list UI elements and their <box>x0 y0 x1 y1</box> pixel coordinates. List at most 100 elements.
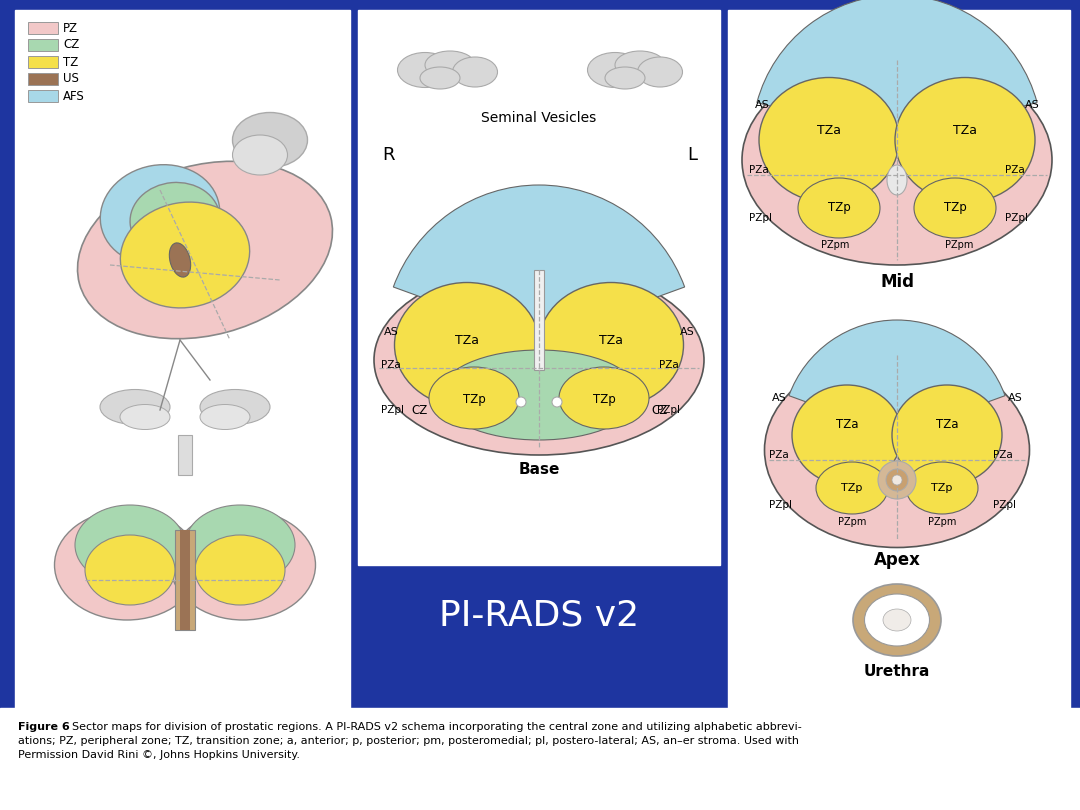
Ellipse shape <box>798 178 880 238</box>
Ellipse shape <box>426 51 475 79</box>
Text: TZa: TZa <box>953 123 977 137</box>
Text: TZa: TZa <box>935 419 958 432</box>
Ellipse shape <box>883 609 912 631</box>
Wedge shape <box>393 185 685 340</box>
Wedge shape <box>757 0 1037 140</box>
Text: PZpm: PZpm <box>821 240 849 250</box>
Text: AS: AS <box>1008 393 1023 403</box>
Text: AS: AS <box>755 100 769 110</box>
Text: AS: AS <box>771 393 786 403</box>
Ellipse shape <box>892 385 1002 485</box>
Text: TZa: TZa <box>599 334 623 347</box>
Text: AS: AS <box>383 327 399 337</box>
Text: TZp: TZp <box>462 394 485 407</box>
Ellipse shape <box>759 78 899 202</box>
Text: TZp: TZp <box>841 483 863 493</box>
Ellipse shape <box>232 113 308 168</box>
Ellipse shape <box>171 510 315 620</box>
Bar <box>28 73 58 85</box>
Ellipse shape <box>906 462 978 514</box>
Ellipse shape <box>85 535 175 605</box>
Text: PZpl: PZpl <box>750 213 772 223</box>
Ellipse shape <box>588 53 643 87</box>
Ellipse shape <box>54 510 200 620</box>
Ellipse shape <box>559 367 649 429</box>
Ellipse shape <box>615 51 665 79</box>
Ellipse shape <box>887 165 907 195</box>
Text: R: R <box>381 146 394 164</box>
Text: AFS: AFS <box>63 89 84 103</box>
Bar <box>178 435 192 475</box>
Ellipse shape <box>742 55 1052 265</box>
Ellipse shape <box>100 164 219 266</box>
Ellipse shape <box>792 385 902 485</box>
Ellipse shape <box>120 404 170 429</box>
Ellipse shape <box>232 135 287 175</box>
Text: PZpl: PZpl <box>769 500 792 510</box>
Ellipse shape <box>394 283 540 407</box>
Bar <box>15 10 350 710</box>
Bar <box>0 708 1080 810</box>
Ellipse shape <box>516 397 526 407</box>
Text: PZpl: PZpl <box>1005 213 1028 223</box>
Text: PZa: PZa <box>750 165 769 175</box>
Ellipse shape <box>914 178 996 238</box>
Text: PZ: PZ <box>63 22 78 35</box>
Ellipse shape <box>765 352 1029 548</box>
Ellipse shape <box>170 243 191 277</box>
Bar <box>28 39 58 51</box>
Bar <box>180 530 190 630</box>
Text: PZpl: PZpl <box>993 500 1016 510</box>
Text: PZa: PZa <box>769 450 788 460</box>
Ellipse shape <box>120 202 249 308</box>
Ellipse shape <box>195 535 285 605</box>
Text: AS: AS <box>1025 100 1039 110</box>
Ellipse shape <box>895 78 1035 202</box>
Text: CZ: CZ <box>63 39 79 52</box>
Text: TZa: TZa <box>455 334 480 347</box>
Text: Permission David Rini ©, Johns Hopkins University.: Permission David Rini ©, Johns Hopkins U… <box>18 750 300 760</box>
Text: TZp: TZp <box>944 202 967 215</box>
Text: PZpm: PZpm <box>838 517 866 527</box>
Text: PI-RADS v2: PI-RADS v2 <box>438 598 639 632</box>
Wedge shape <box>788 320 1005 435</box>
Ellipse shape <box>75 505 185 585</box>
Text: US: US <box>63 73 79 86</box>
Ellipse shape <box>886 469 908 491</box>
Ellipse shape <box>453 57 498 87</box>
Ellipse shape <box>185 505 295 585</box>
Ellipse shape <box>420 67 460 89</box>
Ellipse shape <box>438 350 639 440</box>
Ellipse shape <box>878 461 916 499</box>
Ellipse shape <box>637 57 683 87</box>
Text: PZa: PZa <box>1005 165 1025 175</box>
Bar <box>28 90 58 102</box>
Ellipse shape <box>605 67 645 89</box>
Ellipse shape <box>552 397 562 407</box>
Text: PZa: PZa <box>381 360 401 370</box>
Text: PZpl: PZpl <box>381 405 404 415</box>
Text: CZ: CZ <box>651 403 667 416</box>
Text: Mid: Mid <box>880 273 914 291</box>
Text: PZa: PZa <box>993 450 1013 460</box>
Text: Base: Base <box>518 463 559 478</box>
Text: TZp: TZp <box>931 483 953 493</box>
Ellipse shape <box>397 53 453 87</box>
Bar <box>28 56 58 68</box>
Text: Urethra: Urethra <box>864 664 930 680</box>
Ellipse shape <box>864 594 930 646</box>
Text: CZ: CZ <box>410 403 427 416</box>
Bar <box>534 270 544 370</box>
Text: PZa: PZa <box>659 360 678 370</box>
Bar <box>175 530 195 630</box>
Text: TZa: TZa <box>816 123 841 137</box>
Text: Seminal Vesicles: Seminal Vesicles <box>482 111 596 125</box>
Text: PZpm: PZpm <box>928 517 956 527</box>
Text: TZp: TZp <box>593 394 616 407</box>
Ellipse shape <box>816 462 888 514</box>
Text: TZ: TZ <box>63 56 78 69</box>
Text: TZa: TZa <box>836 419 859 432</box>
Ellipse shape <box>130 182 220 258</box>
Ellipse shape <box>200 390 270 424</box>
Text: Figure 6: Figure 6 <box>18 722 70 732</box>
